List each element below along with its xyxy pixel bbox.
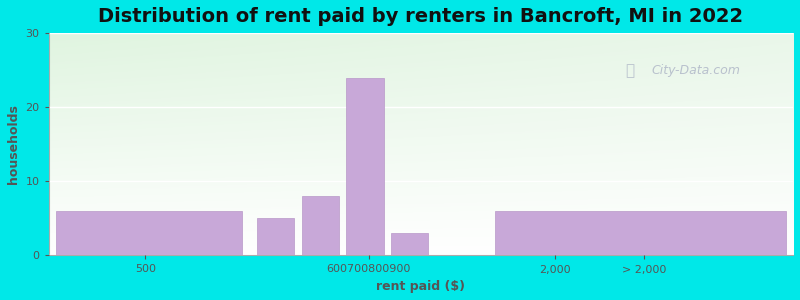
Text: ⦿: ⦿ — [626, 63, 634, 78]
Bar — [391, 233, 428, 256]
X-axis label: rent paid ($): rent paid ($) — [376, 280, 466, 293]
Title: Distribution of rent paid by renters in Bancroft, MI in 2022: Distribution of rent paid by renters in … — [98, 7, 743, 26]
Bar — [257, 218, 294, 256]
Bar — [302, 196, 339, 256]
Bar — [56, 211, 242, 256]
Y-axis label: households: households — [7, 104, 20, 184]
Text: City-Data.com: City-Data.com — [652, 64, 741, 77]
Bar — [495, 211, 786, 256]
Bar — [346, 77, 384, 256]
